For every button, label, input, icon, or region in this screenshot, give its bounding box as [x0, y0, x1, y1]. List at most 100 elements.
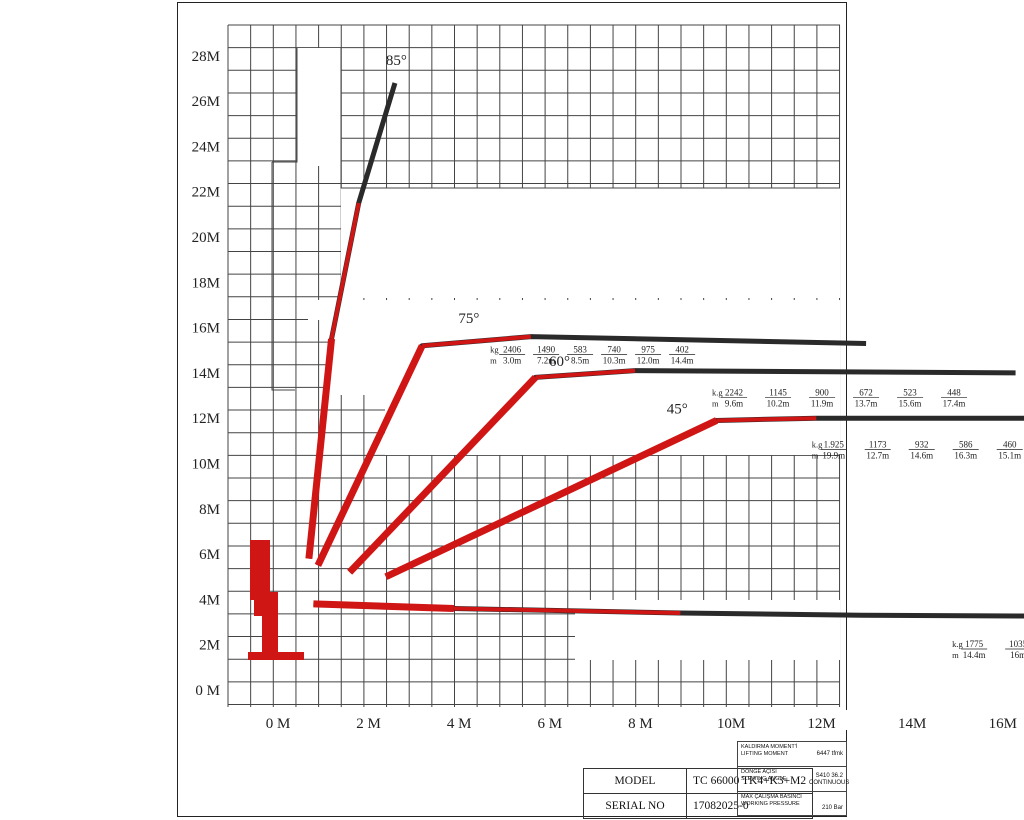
load-m-value: 17.4m — [943, 399, 966, 409]
load-kg-value: 586 — [959, 440, 973, 450]
load-kg-value: 2406 — [503, 345, 522, 355]
load-m-value: 12.7m — [866, 451, 889, 461]
blank-zone — [341, 188, 840, 298]
spec-pressure-en: WORKING PRESSURE — [741, 801, 800, 807]
grid-mask — [230, 48, 848, 730]
zone-border — [271, 162, 295, 391]
zone-border — [272, 48, 298, 163]
load-m-value: 13.7m — [855, 399, 878, 409]
x-tick-label: 8 M — [628, 716, 653, 732]
boom-45°-main — [384, 417, 719, 580]
load-kg-value: 740 — [607, 345, 621, 355]
load-kg-value: 1.925 — [824, 440, 845, 450]
load-unit-m: m — [490, 356, 497, 366]
boom-0°-joint — [453, 606, 681, 615]
serial-value: 17082025-0 — [685, 793, 814, 819]
y-tick-label: 14M — [192, 366, 220, 382]
angle-label: 45° — [667, 402, 688, 418]
load-unit-m: m — [952, 650, 959, 660]
load-m-value: 16m — [1010, 650, 1024, 660]
load-m-value: 7.2m — [537, 356, 555, 366]
y-tick-label: 28M — [192, 49, 220, 65]
blank-zone — [575, 600, 840, 660]
load-m-value: 15.1m — [998, 451, 1021, 461]
spec-moment-value: 6447 tfmk — [816, 751, 843, 757]
info-table: MODEL TC 66000 TK4+K3+M2 SERIAL NO 17082… — [583, 768, 814, 819]
load-kg-value: 460 — [1003, 440, 1017, 450]
x-tick-label: 2 M — [356, 716, 381, 732]
spec-row-pressure: MAX ÇALIŞMA BASINCI WORKING PRESSURE 210… — [737, 791, 847, 816]
spec-moment-tr: KALDIRMA MOMENT'İ — [741, 744, 798, 750]
spec-slewing-value: S410 36.2 CONTINUOUS — [809, 773, 850, 786]
load-unit-kg: k.g — [712, 388, 723, 398]
load-kg-value: 900 — [815, 388, 829, 398]
load-kg-value: 1145 — [769, 388, 787, 398]
load-kg-value: 672 — [859, 388, 873, 398]
crane-foot — [248, 652, 304, 660]
y-tick-label: 18M — [192, 275, 220, 291]
spec-row-moment: KALDIRMA MOMENT'İ LIFTING MOMENT 6447 tf… — [737, 741, 847, 766]
y-tick-label: 2M — [199, 638, 220, 654]
boom-85°-joint — [329, 202, 361, 340]
x-tick-label: 14M — [898, 716, 926, 732]
angle-labels: 85° 75° 60° 45° — [386, 53, 688, 418]
boom-75°-joint — [421, 334, 532, 348]
spec-row-slewing: DÖNGE AÇISI SLEWING ANGLE S410 36.2 CONT… — [737, 766, 850, 791]
load-m-value: 14.6m — [910, 451, 933, 461]
y-tick-label: 0 M — [195, 683, 220, 699]
load-m-value: 10.3m — [603, 356, 626, 366]
load-kg-value: 932 — [915, 440, 929, 450]
y-tick-label: 26M — [192, 94, 220, 110]
load-m-value: 15.6m — [899, 399, 922, 409]
load-m-value: 12.0m — [637, 356, 660, 366]
boom-0°-main — [313, 600, 454, 612]
load-unit-m: m — [812, 451, 819, 461]
crane-column — [262, 612, 278, 654]
y-tick-label: 10M — [192, 457, 220, 473]
serial-label: SERIAL NO — [583, 793, 687, 819]
spec-slewing-en: SLEWING ANGLE — [741, 776, 787, 782]
load-kg-value: 975 — [641, 345, 655, 355]
boom-45°-joint — [716, 416, 817, 423]
load-kg-value: 583 — [573, 345, 587, 355]
x-tick-label: 0 M — [266, 716, 291, 732]
load-m-value: 11.9m — [811, 399, 833, 409]
load-m-value: 14.4m — [963, 650, 986, 660]
load-kg-value: 1490 — [537, 345, 556, 355]
spec-moment-en: LIFTING MOMENT — [741, 751, 789, 757]
load-m-value: 9.6m — [725, 399, 743, 409]
load-m-value: 8.5m — [571, 356, 589, 366]
boom-60°-main — [347, 375, 538, 575]
blank-zone — [297, 48, 341, 166]
load-m-value: 14.4m — [671, 356, 694, 366]
load-kg-value: 402 — [675, 345, 689, 355]
y-tick-label: 22M — [192, 185, 220, 201]
y-tick-label: 6M — [199, 547, 220, 563]
y-tick-label: 24M — [192, 139, 220, 155]
drawing-frame — [177, 2, 847, 817]
load-unit-kg: k.g — [952, 639, 963, 649]
x-tick-label: 16M — [989, 716, 1017, 732]
angle-label: 60° — [549, 354, 570, 370]
load-m-value: 3.0m — [503, 356, 521, 366]
x-tick-label: 12M — [807, 716, 835, 732]
load-kg-value: 1035 — [1009, 639, 1024, 649]
load-unit-kg: k.g — [812, 440, 823, 450]
load-tables: kgm24063.0m14907.2m5838.5m74010.3m97512.… — [490, 345, 1024, 660]
load-kg-value: 448 — [947, 388, 961, 398]
boom-85°-main — [305, 338, 336, 559]
boom-60°-joint — [535, 368, 636, 380]
blank-zone — [230, 710, 848, 730]
spec-box: KALDIRMA MOMENT'İ LIFTING MOMENT 6447 tf… — [737, 741, 850, 816]
load-m-value: 16.3m — [954, 451, 977, 461]
load-kg-value: 2242 — [725, 388, 743, 398]
x-tick-label: 6 M — [538, 716, 563, 732]
y-tick-label: 8M — [199, 502, 220, 518]
y-tick-label: 20M — [192, 230, 220, 246]
angle-label: 85° — [386, 53, 407, 69]
